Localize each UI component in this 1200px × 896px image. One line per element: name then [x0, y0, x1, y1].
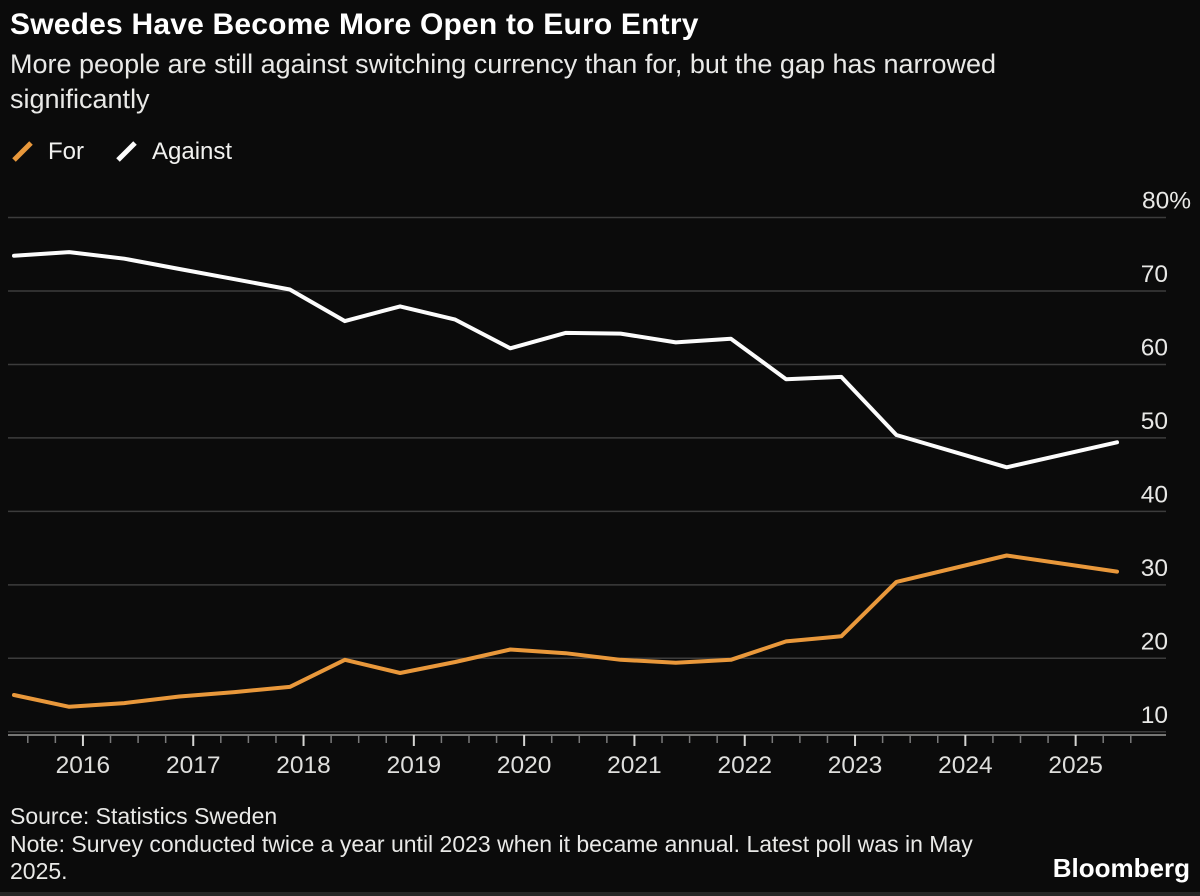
note-text: Note: Survey conducted twice a year unti…	[10, 831, 973, 884]
x-axis-label-2016: 2016	[56, 752, 111, 779]
y-axis-label-30: 30	[1141, 555, 1168, 582]
y-axis-label-40: 40	[1141, 481, 1168, 508]
x-axis-label-2025: 2025	[1048, 752, 1103, 779]
x-axis-label-2017: 2017	[166, 752, 221, 779]
series-line-for	[12, 553, 1119, 709]
legend-label-against: Against	[152, 138, 233, 165]
slash-icon	[116, 141, 137, 162]
x-axis-label-2018: 2018	[276, 752, 331, 779]
line-chart: 10 20 30 40 50 60 70 80% 2016 2017 2018 2019 2020 202…	[8, 188, 1191, 779]
x-axis-label-2023: 2023	[828, 752, 883, 779]
slash-icon	[12, 141, 33, 162]
series-line-against	[12, 250, 1119, 470]
y-axis-label-10: 10	[1141, 702, 1168, 729]
bloomberg-logo: Bloomberg	[1052, 853, 1190, 883]
y-axis-label-50: 50	[1141, 408, 1168, 435]
source-text: Source: Statistics Sweden	[10, 803, 278, 829]
y-axis-label-80: 80%	[1142, 188, 1191, 215]
legend-item-for: For	[10, 138, 84, 166]
chart-subtitle: More people are still against switching …	[10, 49, 997, 114]
x-axis-label-2024: 2024	[938, 752, 993, 779]
bottom-strip	[0, 892, 1200, 896]
x-axis-label-2021: 2021	[607, 752, 662, 779]
legend-label-for: For	[48, 138, 84, 165]
page-title: Swedes Have Become More Open to Euro Ent…	[10, 8, 699, 41]
x-axis-label-2019: 2019	[387, 752, 442, 779]
y-axis-label-20: 20	[1141, 628, 1168, 655]
x-axis-label-2022: 2022	[717, 752, 772, 779]
y-axis-label-70: 70	[1141, 261, 1168, 288]
x-axis-label-2020: 2020	[497, 752, 552, 779]
chart-legend: For Against	[10, 138, 232, 166]
y-axis-label-60: 60	[1141, 334, 1168, 361]
legend-item-against: Against	[114, 138, 232, 166]
